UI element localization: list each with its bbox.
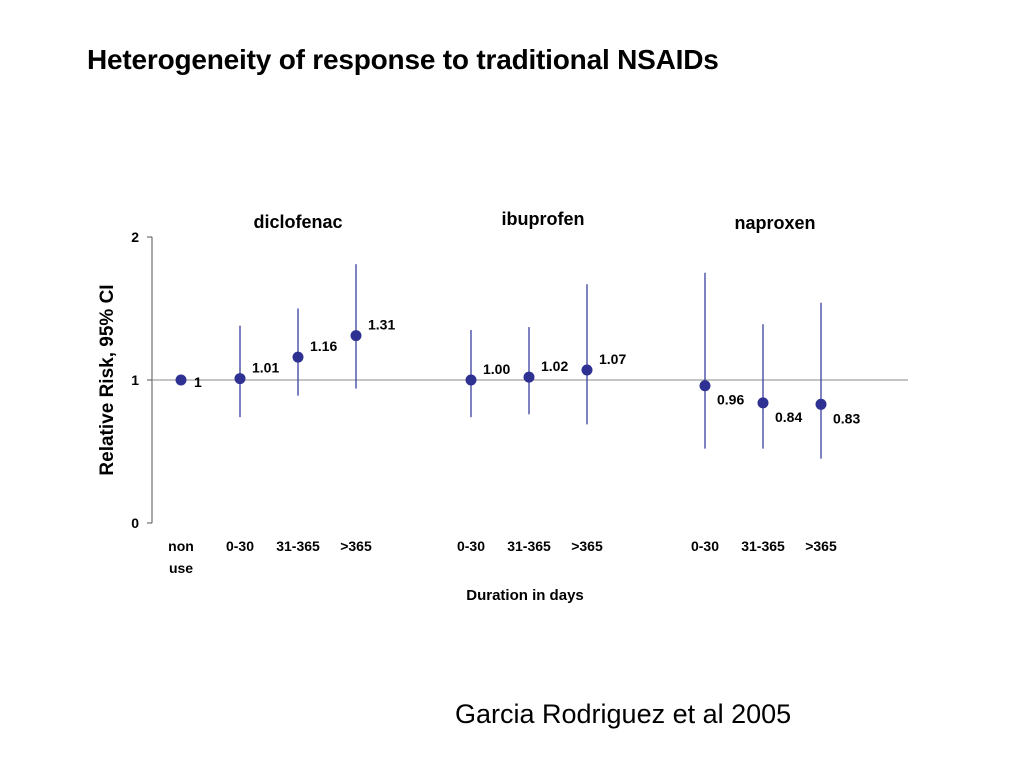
- point-marker: [699, 380, 711, 392]
- citation: Garcia Rodriguez et al 2005: [455, 699, 792, 729]
- point-marker: [175, 374, 187, 386]
- point-value-label: 1.31: [368, 317, 395, 333]
- x-category-label: >365: [340, 538, 372, 554]
- point-marker: [465, 374, 477, 386]
- point-marker: [523, 371, 535, 383]
- y-axis-label: Relative Risk, 95% CI: [97, 284, 118, 475]
- group-title: naproxen: [734, 213, 815, 233]
- x-axis-label: Duration in days: [466, 587, 584, 604]
- point-value-label: 1.02: [541, 358, 568, 374]
- x-category-label: 0-30: [457, 538, 485, 554]
- point-marker: [815, 398, 827, 410]
- point-value-label: 1.07: [599, 351, 626, 367]
- point-marker: [234, 373, 246, 385]
- point-value-label: 0.84: [775, 409, 802, 425]
- x-category-label: non: [168, 538, 194, 554]
- x-category-label: 31-365: [741, 538, 785, 554]
- x-category-label: 31-365: [276, 538, 320, 554]
- x-category-label: 0-30: [226, 538, 254, 554]
- group-title: diclofenac: [253, 212, 342, 232]
- x-category-label: >365: [571, 538, 603, 554]
- point-marker: [581, 364, 593, 376]
- group-title: ibuprofen: [502, 209, 585, 229]
- point-marker: [757, 397, 769, 409]
- point-value-label: 1.01: [252, 360, 279, 376]
- x-category-label: 31-365: [507, 538, 551, 554]
- x-category-label: 0-30: [691, 538, 719, 554]
- point-value-label: 0.96: [717, 392, 744, 408]
- point-value-label: 1: [194, 374, 202, 390]
- point-value-label: 1.16: [310, 338, 337, 354]
- point-value-label: 1.00: [483, 361, 510, 377]
- y-tick-label: 2: [131, 229, 139, 245]
- y-tick-label: 0: [131, 515, 139, 531]
- point-marker: [292, 351, 304, 363]
- point-value-label: 0.83: [833, 410, 860, 426]
- x-category-label: >365: [805, 538, 837, 554]
- slide-title: Heterogeneity of response to traditional…: [87, 44, 719, 75]
- x-category-label: use: [169, 560, 193, 576]
- y-tick-label: 1: [131, 372, 139, 388]
- point-marker: [350, 330, 362, 342]
